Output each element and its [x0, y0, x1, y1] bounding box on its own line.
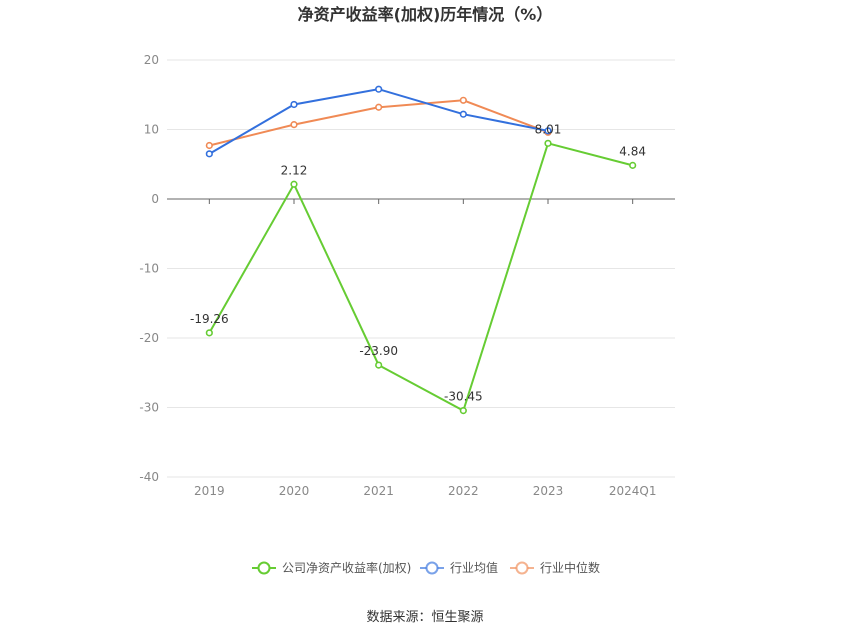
data-labels: -19.26 2.12 -23.90 -30.45 8.01 4.84 — [190, 122, 646, 403]
series-group — [205, 85, 637, 415]
grid-lines — [167, 59, 675, 478]
data-label: -23.90 — [359, 344, 398, 358]
series-line — [208, 142, 633, 413]
data-label: -19.26 — [190, 312, 229, 326]
x-axis: 2019 2020 2021 2022 2023 2024Q1 — [167, 198, 675, 498]
legend-item-0[interactable]: 公司净资产收益率(加权) — [252, 560, 411, 575]
legend: 公司净资产收益率(加权) 行业均值 行业中位数 — [252, 560, 600, 575]
data-point[interactable] — [459, 110, 467, 118]
x-tick-label: 2019 — [194, 484, 225, 498]
series-line — [208, 88, 549, 155]
y-axis: 20 10 0 -10 -20 -30 -40 — [139, 53, 159, 484]
x-tick-label: 2021 — [363, 484, 394, 498]
series-2 — [205, 96, 552, 150]
data-point[interactable] — [290, 121, 298, 129]
data-point[interactable] — [544, 139, 552, 147]
x-tick-label: 2024Q1 — [609, 484, 657, 498]
y-tick-label: -40 — [139, 470, 159, 484]
data-point[interactable] — [375, 85, 383, 93]
data-point[interactable] — [459, 96, 467, 104]
series-0 — [205, 139, 637, 415]
legend-marker — [257, 561, 271, 575]
y-tick-label: 20 — [144, 53, 159, 67]
legend-item-2[interactable]: 行业中位数 — [510, 560, 600, 575]
data-label: -30.45 — [444, 390, 483, 404]
legend-item-1[interactable]: 行业均值 — [420, 560, 498, 575]
data-point[interactable] — [205, 141, 213, 150]
y-tick-label: -30 — [139, 401, 159, 415]
data-label: 8.01 — [535, 122, 562, 136]
data-label: 4.84 — [619, 144, 646, 158]
source-note: 数据来源：恒生聚源 — [366, 610, 483, 625]
data-point[interactable] — [205, 150, 213, 158]
x-tick-label: 2020 — [279, 484, 310, 498]
data-point[interactable] — [375, 103, 383, 111]
legend-marker — [425, 561, 439, 575]
legend-label: 行业中位数 — [540, 560, 600, 575]
legend-marker — [515, 561, 529, 575]
y-tick-label: -10 — [139, 262, 159, 276]
legend-label: 行业均值 — [450, 560, 498, 575]
data-point[interactable] — [205, 329, 213, 337]
data-label: 2.12 — [281, 163, 308, 177]
y-tick-label: -20 — [139, 331, 159, 345]
legend-label: 公司净资产收益率(加权) — [282, 560, 411, 575]
data-point[interactable] — [375, 361, 383, 369]
x-tick-label: 2023 — [533, 484, 564, 498]
data-point[interactable] — [629, 161, 637, 169]
data-point[interactable] — [290, 100, 298, 109]
data-point[interactable] — [459, 407, 467, 415]
data-point[interactable] — [290, 180, 298, 188]
x-tick-label: 2022 — [448, 484, 479, 498]
chart-title: 净资产收益率(加权)历年情况（%） — [298, 5, 553, 24]
y-tick-label: 10 — [144, 123, 159, 137]
series-1 — [205, 85, 552, 158]
data-point[interactable] — [544, 127, 552, 135]
y-tick-label: 0 — [151, 192, 159, 206]
